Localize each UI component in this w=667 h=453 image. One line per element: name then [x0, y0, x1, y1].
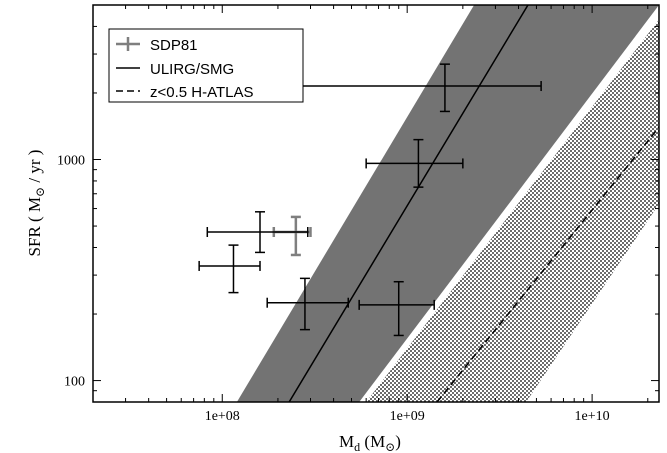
- x-tick-label: 1e+09: [390, 409, 425, 424]
- relation-line-ulirg-smg: [288, 5, 529, 402]
- x-tick-label: 1e+10: [575, 409, 610, 424]
- legend: SDP81 ULIRG/SMG z<0.5 H-ATLAS: [108, 28, 304, 103]
- y-tick-label: 100: [64, 375, 85, 390]
- data-point-5: [365, 138, 464, 188]
- sun-symbol: ⊙: [33, 187, 47, 197]
- data-points: [198, 63, 542, 337]
- legend-box: [108, 28, 304, 103]
- x-axis-title: Md (M⊙): [339, 432, 401, 453]
- band-hatlas: [366, 19, 659, 402]
- legend-marker-sdp81: [116, 37, 140, 51]
- y-tick-label: 1000: [57, 154, 85, 169]
- relation-line-hatlas: [436, 126, 659, 402]
- y-axis-title: SFR ( M⊙ / yr ): [25, 150, 47, 257]
- sdp81-point: [272, 215, 312, 257]
- axis-ticks: 1e+08 1e+09 1e+10 100 1000: [57, 4, 659, 424]
- data-point-1: [206, 211, 309, 254]
- data-point-3: [266, 277, 349, 331]
- legend-label-ulirg-smg: ULIRG/SMG: [150, 61, 234, 78]
- data-point-4: [358, 280, 435, 337]
- sun-symbol: ⊙: [385, 440, 395, 453]
- legend-label-sdp81: SDP81: [150, 37, 198, 54]
- legend-label-hatlas: z<0.5 H-ATLAS: [150, 84, 254, 101]
- data-point-6: [284, 63, 542, 113]
- plot-area: [92, 4, 660, 403]
- data-point-2: [198, 244, 261, 294]
- x-tick-label: 1e+08: [205, 409, 240, 424]
- relation-lines: [288, 5, 659, 402]
